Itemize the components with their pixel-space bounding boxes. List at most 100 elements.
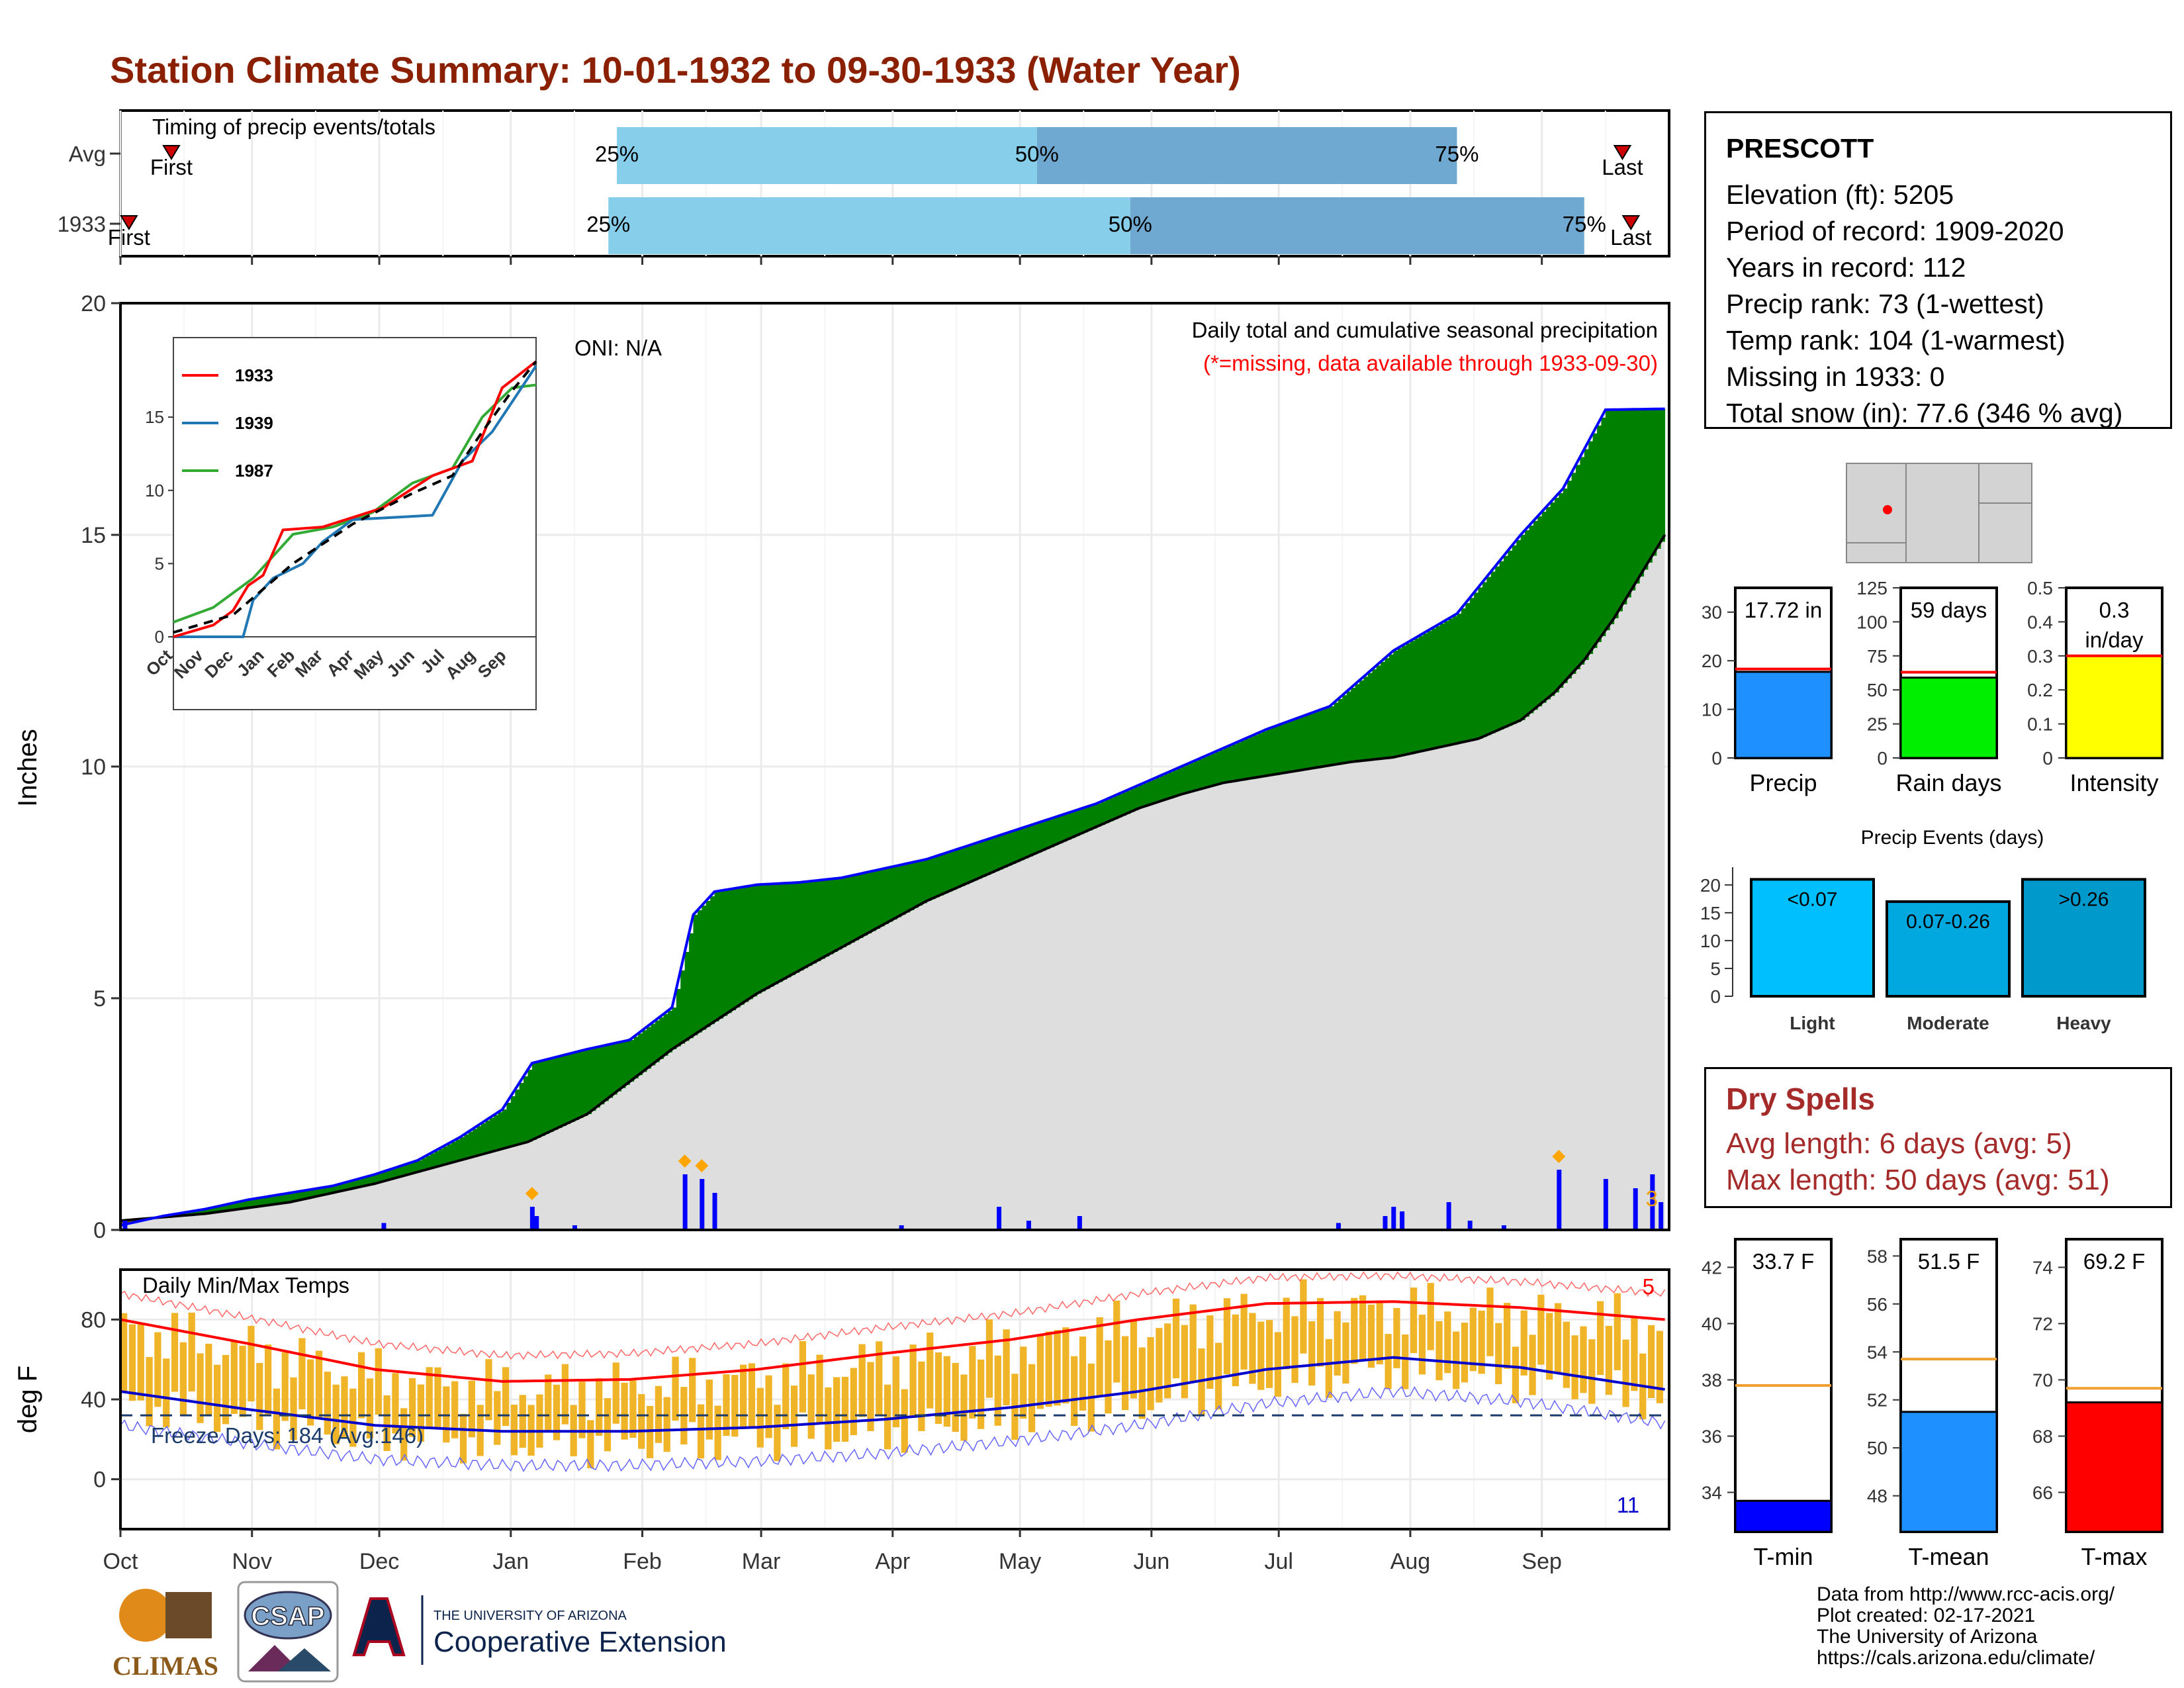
timing-label: Timing of precip events/totals (152, 115, 435, 139)
small-chart-ytick-label: 0 (1711, 748, 1722, 769)
record-high-count: 5 (1643, 1274, 1655, 1299)
precip-surplus-fill (387, 1170, 392, 1180)
precip-surplus-fill (803, 882, 809, 968)
station-snow: Total snow (in): 77.6 (346 % avg) (1726, 398, 2123, 428)
precip-surplus-fill (858, 874, 864, 938)
small-chart-value-label: 59 days (1911, 598, 1987, 622)
daily-temp-range-bar (927, 1333, 934, 1409)
precip-surplus-fill (731, 888, 737, 1011)
small-chart-category: Rain days (1895, 769, 2001, 796)
precip-ytick-label: 20 (81, 291, 106, 316)
precip-surplus-fill (1215, 751, 1220, 785)
small-chart-value-label: 33.7 F (1752, 1249, 1815, 1274)
precip-surplus-fill (1661, 408, 1666, 542)
precip-surplus-fill (1410, 641, 1415, 754)
daily-temp-range-bar (1079, 1336, 1087, 1411)
ua-extension-text: Cooperative Extension (433, 1626, 727, 1658)
daily-temp-range-bar (918, 1361, 925, 1431)
daily-temp-range-bar (1308, 1321, 1316, 1386)
precip-surplus-fill (659, 1017, 664, 1059)
precip-surplus-fill (1559, 493, 1564, 688)
precip-surplus-fill (1461, 608, 1466, 743)
precip-surplus-fill (438, 1149, 443, 1166)
precip-surplus-fill (375, 1174, 380, 1184)
precip-surplus-fill (752, 885, 758, 997)
first-event-marker (162, 145, 181, 160)
small-chart-value-bar (1899, 1411, 1998, 1533)
precip-surplus-fill (1584, 449, 1589, 660)
small-chart-ytick-label: 58 (1867, 1246, 1888, 1266)
precip-surplus-fill (269, 1196, 274, 1205)
precip-surplus-fill (506, 1103, 512, 1148)
daily-precip-bar (1383, 1216, 1388, 1230)
precip-surplus-fill (1478, 587, 1483, 739)
precip-surplus-fill (311, 1189, 316, 1197)
precip-surplus-fill (1512, 545, 1517, 724)
precip-surplus-fill (1465, 603, 1471, 742)
daily-precip-bar (682, 1174, 688, 1230)
temp-ytick-label: 0 (93, 1468, 106, 1493)
precip-surplus-fill (392, 1168, 397, 1179)
precip-surplus-fill (884, 868, 889, 924)
inset-ytick-label: 0 (155, 627, 164, 647)
daily-temp-range-bar (1054, 1330, 1061, 1406)
precip-surplus-fill (1571, 473, 1576, 674)
precip-surplus-fill (290, 1193, 295, 1202)
precip-surplus-fill (1363, 677, 1369, 761)
precip-surplus-fill (1520, 535, 1525, 720)
small-chart-ytick-label: 68 (2032, 1427, 2053, 1447)
precip-surplus-fill (553, 1057, 558, 1130)
precip-surplus-fill (480, 1123, 486, 1155)
figure-title: Station Climate Summary: 10-01-1932 to 0… (110, 49, 1241, 91)
record-high-line (120, 1271, 1666, 1360)
precip-surplus-fill (846, 876, 851, 945)
station-precip-rank: Precip rank: 73 (1-wettest) (1726, 289, 2044, 319)
daily-temp-range-bar (1300, 1279, 1307, 1354)
precip-surplus-fill (256, 1198, 261, 1207)
precip-surplus-fill (1270, 727, 1275, 775)
precip-surplus-fill (850, 876, 855, 943)
daily-temp-range-bar (799, 1340, 807, 1413)
precip-surplus-fill (1265, 729, 1271, 776)
daily-temp-range-bar (867, 1362, 874, 1432)
small-chart-ytick-label: 54 (1867, 1342, 1888, 1362)
daily-temp-range-bar (171, 1313, 179, 1392)
daily-temp-range-bar (248, 1325, 255, 1402)
small-chart-ytick-label: 50 (1867, 680, 1888, 700)
precip-surplus-fill (1032, 824, 1038, 855)
precip-surplus-fill (1622, 409, 1627, 604)
precip-surplus-fill (799, 882, 804, 970)
precip-surplus-fill (324, 1187, 329, 1195)
daily-temp-range-bar (197, 1353, 204, 1423)
precip-surplus-fill (566, 1055, 571, 1124)
locator-map (1846, 463, 2032, 563)
record-low-line (120, 1385, 1666, 1473)
precip-surplus-fill (248, 1199, 253, 1208)
precip-surplus-fill (811, 880, 817, 964)
daily-temp-range-bar (943, 1356, 950, 1427)
precip-surplus-fill (1240, 740, 1246, 780)
precip-surplus-fill (1330, 706, 1335, 766)
climas-text: CLIMAS (113, 1651, 218, 1681)
precip-surplus-fill (663, 1013, 668, 1056)
precip-surplus-fill (727, 889, 732, 1013)
precip-surplus-fill (1367, 673, 1373, 761)
daily-temp-range-bar (1249, 1313, 1256, 1384)
precip-surplus-fill (230, 1203, 236, 1211)
dry-spells-title: Dry Spells (1726, 1082, 1875, 1116)
map-background (1846, 463, 2032, 563)
daily-temp-range-bar (264, 1344, 272, 1416)
precip-surplus-fill (434, 1151, 439, 1168)
precip-surplus-fill (1439, 623, 1445, 747)
daily-temp-range-bar (985, 1319, 993, 1398)
daily-precip-bar (1633, 1188, 1638, 1230)
events-bar (1750, 878, 1875, 998)
precip-surplus-fill (956, 849, 961, 888)
precip-surplus-fill (1295, 718, 1300, 771)
precip-surplus-fill (1261, 731, 1267, 777)
precip-surplus-fill (243, 1200, 248, 1209)
precip-surplus-fill (485, 1120, 490, 1154)
logos-footer: CLIMAS CSAP THE UNIVERSITY OF ARIZONA Co… (113, 1581, 727, 1683)
inset-legend-label: 1939 (235, 413, 273, 433)
small-chart-ytick-label: 66 (2032, 1483, 2053, 1503)
